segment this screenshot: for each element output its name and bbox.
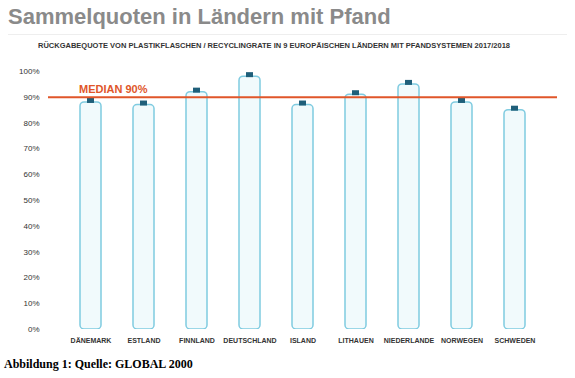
svg-text:10%: 10% [23,299,39,308]
svg-text:20%: 20% [23,273,39,282]
html-text:RÜCKGABEQUOTE VON PLASTIKFLASC: RÜCKGABEQUOTE VON PLASTIKFLASCHEN / RECY… [38,41,510,50]
svg-text:ESTLAND: ESTLAND [127,337,160,344]
svg-text:70%: 70% [23,144,39,153]
svg-text:DEUTSCHLAND: DEUTSCHLAND [223,337,276,344]
html-text:Abbildung 1: Quelle: GLOBAL 20: Abbildung 1: Quelle: GLOBAL 2000 [4,357,193,371]
svg-text:30%: 30% [23,248,39,257]
svg-text:100%: 100% [19,67,39,76]
svg-text:80%: 80% [23,119,39,128]
svg-text:DÄNEMARK: DÄNEMARK [71,337,112,344]
svg-text:60%: 60% [23,170,39,179]
html-text:Sammelquoten in Ländern mit Pf: Sammelquoten in Ländern mit Pfand [8,4,391,29]
svg-text:NIEDERLANDE: NIEDERLANDE [384,337,435,344]
svg-text:NORWEGEN: NORWEGEN [441,337,483,344]
svg-text:40%: 40% [23,222,39,231]
svg-text:0%: 0% [28,325,40,334]
svg-text:90%: 90% [23,93,39,102]
svg-text:ISLAND: ISLAND [290,337,316,344]
svg-text:FINNLAND: FINNLAND [179,337,215,344]
svg-text:LITHAUEN: LITHAUEN [338,337,373,344]
svg-text:50%: 50% [23,196,39,205]
svg-text:MEDIAN 90%: MEDIAN 90% [79,83,148,95]
svg-text:SCHWEDEN: SCHWEDEN [495,337,536,344]
